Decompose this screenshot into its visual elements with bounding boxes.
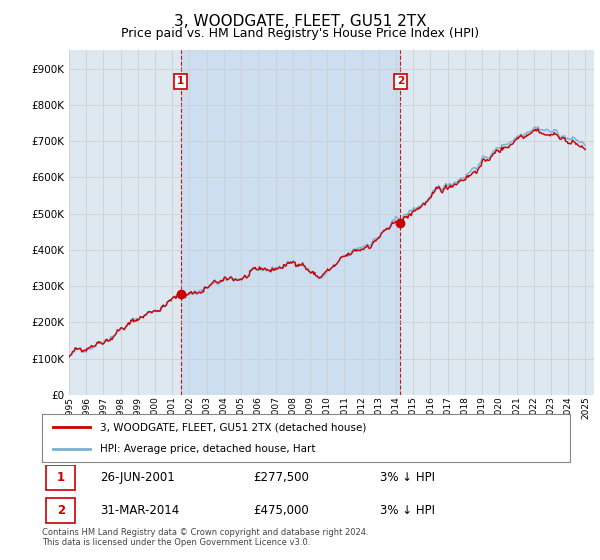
Text: £475,000: £475,000 [253, 504, 309, 517]
Text: Contains HM Land Registry data © Crown copyright and database right 2024.
This d: Contains HM Land Registry data © Crown c… [42, 528, 368, 547]
FancyBboxPatch shape [46, 498, 75, 523]
Text: 31-MAR-2014: 31-MAR-2014 [100, 504, 179, 517]
Text: 26-JUN-2001: 26-JUN-2001 [100, 471, 175, 484]
Text: 3, WOODGATE, FLEET, GU51 2TX: 3, WOODGATE, FLEET, GU51 2TX [173, 14, 427, 29]
Text: 2: 2 [397, 76, 404, 86]
Text: £277,500: £277,500 [253, 471, 309, 484]
Text: 3, WOODGATE, FLEET, GU51 2TX (detached house): 3, WOODGATE, FLEET, GU51 2TX (detached h… [100, 422, 367, 432]
Text: Price paid vs. HM Land Registry's House Price Index (HPI): Price paid vs. HM Land Registry's House … [121, 27, 479, 40]
Text: 1: 1 [56, 471, 65, 484]
Text: 3% ↓ HPI: 3% ↓ HPI [380, 504, 435, 517]
Bar [181, 50, 400, 395]
Text: HPI: Average price, detached house, Hart: HPI: Average price, detached house, Hart [100, 444, 316, 454]
Text: 3% ↓ HPI: 3% ↓ HPI [380, 471, 435, 484]
Text: 2: 2 [56, 504, 65, 517]
FancyBboxPatch shape [46, 465, 75, 490]
Text: 1: 1 [177, 76, 184, 86]
